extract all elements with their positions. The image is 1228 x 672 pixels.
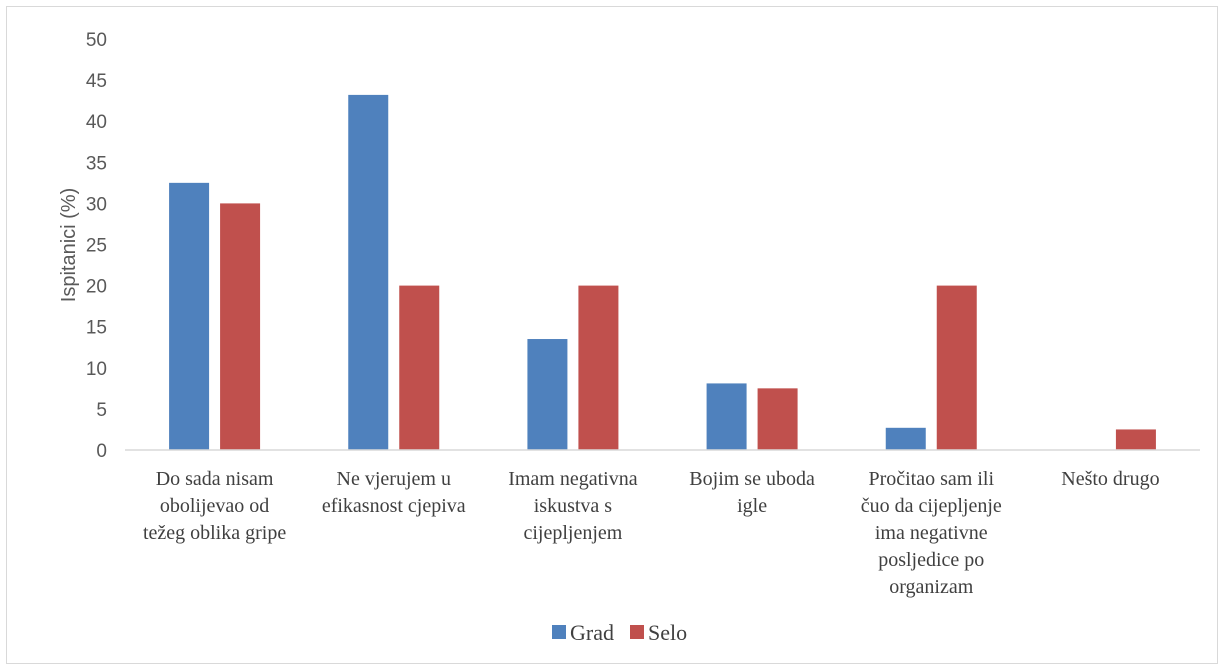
bar-selo-2 xyxy=(578,285,619,450)
x-category-label: obolijevao od xyxy=(160,495,269,517)
x-category-label: Do sada nisam xyxy=(156,468,274,490)
legend-label-selo: Selo xyxy=(648,620,687,645)
x-category-label: efikasnost cjepiva xyxy=(322,495,466,517)
y-tick-label: 0 xyxy=(96,441,107,462)
y-tick-label: 30 xyxy=(86,194,107,215)
x-category-label: težeg oblika gripe xyxy=(143,522,286,544)
x-category-label: cijepljenjem xyxy=(523,522,622,544)
bar-grad-3 xyxy=(706,383,747,450)
x-axis-labels: Do sada nisam obolijevao od težeg oblika g… xyxy=(143,468,1160,598)
y-tick-label: 35 xyxy=(86,153,107,174)
legend-label-grad: Grad xyxy=(570,620,614,645)
bar-grad-2 xyxy=(527,339,568,450)
x-category-label: Pročitao sam ili xyxy=(868,468,994,490)
legend: Grad Selo xyxy=(552,620,687,645)
bar-grad-4 xyxy=(885,427,926,450)
y-axis: 0 5 10 15 20 25 30 35 40 45 50 xyxy=(86,30,107,462)
bar-grad-0 xyxy=(169,182,210,450)
x-category-label: ima negativne xyxy=(875,522,988,544)
x-category-label: čuo da cijepljenje xyxy=(861,495,1002,517)
x-category-label: organizam xyxy=(889,576,973,598)
y-tick-label: 50 xyxy=(86,30,107,51)
x-category-label: Imam negativna xyxy=(508,468,638,490)
bars xyxy=(169,94,1156,450)
x-category-label: Bojim se uboda xyxy=(689,468,815,490)
bar-selo-0 xyxy=(220,203,261,450)
bar-selo-3 xyxy=(757,388,798,450)
y-tick-label: 15 xyxy=(86,318,107,339)
y-axis-label: Ispitanici (%) xyxy=(58,188,80,302)
x-category-label: Nešto drugo xyxy=(1061,468,1159,490)
bar-selo-5 xyxy=(1115,429,1156,450)
bar-grad-1 xyxy=(348,94,389,450)
legend-swatch-grad xyxy=(552,625,566,639)
y-tick-label: 40 xyxy=(86,112,107,133)
y-tick-label: 25 xyxy=(86,236,107,257)
x-category-label: posljedice po xyxy=(878,549,984,571)
y-tick-label: 20 xyxy=(86,277,107,298)
bar-selo-1 xyxy=(399,285,440,450)
x-category-label: iskustva s xyxy=(534,495,613,517)
y-tick-label: 10 xyxy=(86,359,107,380)
x-category-label: igle xyxy=(737,495,767,517)
x-category-label: Ne vjerujem u xyxy=(337,468,451,490)
bar-selo-4 xyxy=(936,285,977,450)
y-tick-label: 45 xyxy=(86,71,107,92)
y-tick-label: 5 xyxy=(96,400,107,421)
legend-swatch-selo xyxy=(630,625,644,639)
